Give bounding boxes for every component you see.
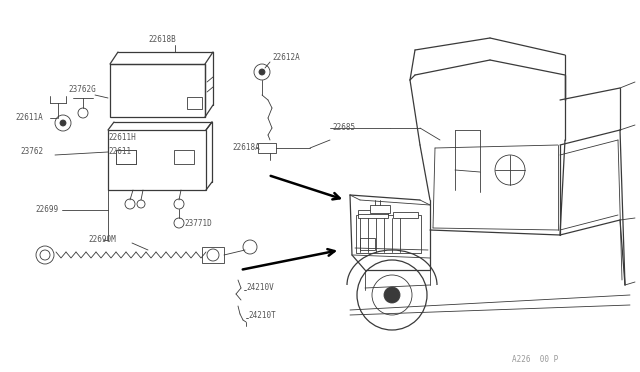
Circle shape xyxy=(259,69,265,75)
Bar xyxy=(360,238,375,250)
Bar xyxy=(187,97,202,109)
Text: 24210T: 24210T xyxy=(248,311,276,321)
Circle shape xyxy=(384,287,400,303)
Circle shape xyxy=(78,108,88,118)
Circle shape xyxy=(495,155,525,185)
Bar xyxy=(116,150,136,164)
Text: 23771D: 23771D xyxy=(184,218,212,228)
Circle shape xyxy=(174,199,184,209)
Circle shape xyxy=(174,218,184,228)
Bar xyxy=(174,150,194,164)
Bar xyxy=(393,212,418,218)
Circle shape xyxy=(36,246,54,264)
Text: 24210V: 24210V xyxy=(246,283,274,292)
Circle shape xyxy=(40,250,50,260)
Bar xyxy=(108,130,206,190)
Text: 22611A: 22611A xyxy=(15,113,43,122)
Bar xyxy=(358,210,388,218)
Circle shape xyxy=(125,199,135,209)
Text: 22612A: 22612A xyxy=(272,54,300,62)
Text: 23762G: 23762G xyxy=(68,86,96,94)
Bar xyxy=(370,205,390,213)
Text: 22611H: 22611H xyxy=(108,134,136,142)
Circle shape xyxy=(137,200,145,208)
Circle shape xyxy=(372,275,412,315)
Text: 22690M: 22690M xyxy=(88,235,116,244)
Text: 23762: 23762 xyxy=(20,148,43,157)
Text: 22699: 22699 xyxy=(35,205,58,215)
Circle shape xyxy=(60,120,66,126)
Circle shape xyxy=(243,240,257,254)
Bar xyxy=(110,64,205,117)
Text: 22618A: 22618A xyxy=(232,144,260,153)
Bar xyxy=(356,215,421,253)
Circle shape xyxy=(207,249,219,261)
Text: 22618B: 22618B xyxy=(148,35,176,45)
Bar xyxy=(116,150,136,164)
Text: 22611: 22611 xyxy=(108,148,131,157)
Text: 22685: 22685 xyxy=(332,124,355,132)
Circle shape xyxy=(55,115,71,131)
Text: A226  00 P: A226 00 P xyxy=(512,356,558,365)
Circle shape xyxy=(357,260,427,330)
Bar xyxy=(202,247,224,263)
Circle shape xyxy=(254,64,270,80)
Bar xyxy=(258,143,276,153)
